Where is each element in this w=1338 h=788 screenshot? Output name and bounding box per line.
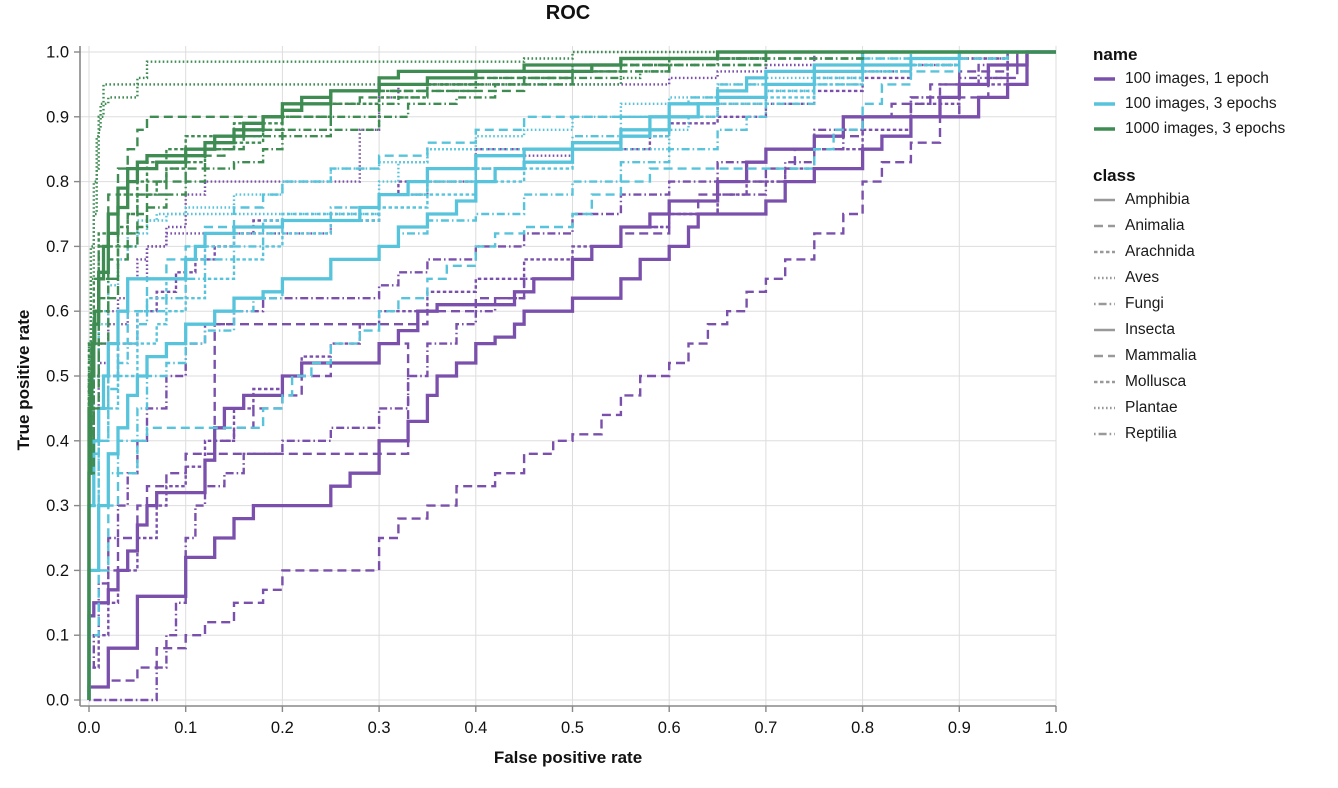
x-tick-label: 0.8 <box>851 719 874 737</box>
curve-1000-images-3-epochs-aves <box>87 50 1056 700</box>
y-tick-label: 0.2 <box>46 562 69 580</box>
legend-item-reptilia: Reptilia <box>1093 421 1333 447</box>
curve-1000-images-3-epochs-insecta <box>87 50 1056 700</box>
roc-curves <box>87 50 1056 702</box>
y-tick-label: 0.6 <box>46 303 69 321</box>
curve-100-images-1-epoch-aves <box>87 50 1056 700</box>
legend-item-mammalia: Mammalia <box>1093 343 1333 369</box>
axes: 0.0 0.1 0.2 0.3 0.4 0.5 0.6 0.7 0.8 0.9 1.0 0.0 0.1 0… <box>46 44 1067 738</box>
y-tick-label: 0.1 <box>46 627 69 645</box>
legend-item-mollusca: Mollusca <box>1093 369 1333 395</box>
curve-100-images-1-epoch-reptilia <box>87 50 1056 700</box>
x-tick-label: 0.1 <box>174 719 197 737</box>
dash-swatch-icon <box>1094 276 1115 280</box>
dash-swatch-icon <box>1094 354 1115 358</box>
x-tick-label: 0.2 <box>271 719 294 737</box>
legend-label: Arachnida <box>1125 243 1195 260</box>
line-swatch-icon <box>1094 101 1115 106</box>
legend-item-arachnida: Arachnida <box>1093 239 1333 265</box>
curve-100-images-3-epochs-mollusca <box>87 50 1056 700</box>
chart-title: ROC <box>545 2 591 24</box>
curve-1000-images-3-epochs-plantae <box>87 50 1056 700</box>
curve-100-images-1-epoch-mollusca <box>87 50 1056 700</box>
legend-item-amphibia: Amphibia <box>1093 187 1333 213</box>
legend-label: Fungi <box>1125 295 1164 312</box>
x-tick-label: 1.0 <box>1045 719 1068 737</box>
legend-item-1000-images-3-epochs: 1000 images, 3 epochs <box>1093 116 1333 141</box>
legend-label: Animalia <box>1125 217 1185 234</box>
legend-label: Mollusca <box>1125 373 1187 390</box>
curve-1000-images-3-epochs-reptilia <box>87 50 1056 700</box>
line-swatch-icon <box>1094 126 1115 131</box>
legend-item-100-images-1-epoch: 100 images, 1 epoch <box>1093 66 1333 91</box>
legend-label: Reptilia <box>1125 425 1177 442</box>
curve-100-images-1-epoch-plantae <box>87 50 1056 700</box>
legend-item-aves: Aves <box>1093 265 1333 291</box>
dash-swatch-icon <box>1094 432 1115 436</box>
x-tick-label: 0.7 <box>754 719 777 737</box>
legend-label: Plantae <box>1125 399 1178 416</box>
legend: name 100 images, 1 epoch 100 images, 3 e… <box>1093 44 1333 447</box>
x-tick-label: 0.5 <box>561 719 584 737</box>
curve-100-images-3-epochs-fungi <box>87 50 1056 700</box>
x-tick-label: 0.0 <box>78 719 101 737</box>
x-tick-label: 0.9 <box>948 719 971 737</box>
curve-100-images-1-epoch-animalia <box>87 50 1056 700</box>
x-tick-label: 0.3 <box>368 719 391 737</box>
legend-label: Aves <box>1125 269 1160 286</box>
dash-swatch-icon <box>1094 328 1115 332</box>
curve-100-images-1-epoch-insecta <box>87 50 1056 700</box>
dash-swatch-icon <box>1094 406 1115 410</box>
legend-class-title: class <box>1093 166 1136 185</box>
dash-swatch-icon <box>1094 302 1115 306</box>
legend-item-plantae: Plantae <box>1093 395 1333 421</box>
dash-swatch-icon <box>1094 224 1115 228</box>
y-tick-label: 0.4 <box>46 432 69 450</box>
y-tick-label: 0.0 <box>46 692 69 710</box>
gridlines <box>80 46 1057 706</box>
y-tick-label: 0.7 <box>46 238 69 256</box>
legend-label: 100 images, 3 epochs <box>1125 94 1277 112</box>
y-tick-label: 0.9 <box>46 108 69 126</box>
dash-swatch-icon <box>1094 250 1115 254</box>
curve-100-images-3-epochs-animalia <box>87 50 1056 700</box>
curve-1000-images-3-epochs-arachnida <box>87 50 1056 700</box>
line-swatch-icon <box>1094 76 1115 81</box>
y-tick-label: 0.3 <box>46 497 69 515</box>
x-tick-label: 0.4 <box>464 719 487 737</box>
legend-label: Mammalia <box>1125 347 1197 364</box>
legend-item-fungi: Fungi <box>1093 291 1333 317</box>
y-tick-label: 0.5 <box>46 368 69 386</box>
y-tick-label: 1.0 <box>46 44 69 62</box>
legend-item-100-images-3-epochs: 100 images, 3 epochs <box>1093 91 1333 116</box>
legend-label: 100 images, 1 epoch <box>1125 69 1269 87</box>
y-tick-label: 0.8 <box>46 173 69 191</box>
dash-swatch-icon <box>1094 198 1115 202</box>
curve-100-images-3-epochs-amphibia <box>87 50 1056 700</box>
x-tick-label: 0.6 <box>658 719 681 737</box>
dash-swatch-icon <box>1094 380 1115 384</box>
curve-100-images-3-epochs-insecta <box>87 50 1056 700</box>
legend-item-animalia: Animalia <box>1093 213 1333 239</box>
x-axis-title: False positive rate <box>493 748 643 767</box>
legend-name-title: name <box>1093 45 1138 64</box>
legend-label: Insecta <box>1125 321 1175 338</box>
y-axis-title: True positive rate <box>14 309 33 451</box>
curve-1000-images-3-epochs-mollusca <box>87 50 1056 700</box>
curve-1000-images-3-epochs-animalia <box>87 50 1056 700</box>
legend-item-insecta: Insecta <box>1093 317 1333 343</box>
legend-label: 1000 images, 3 epochs <box>1125 119 1286 137</box>
legend-label: Amphibia <box>1125 191 1190 208</box>
